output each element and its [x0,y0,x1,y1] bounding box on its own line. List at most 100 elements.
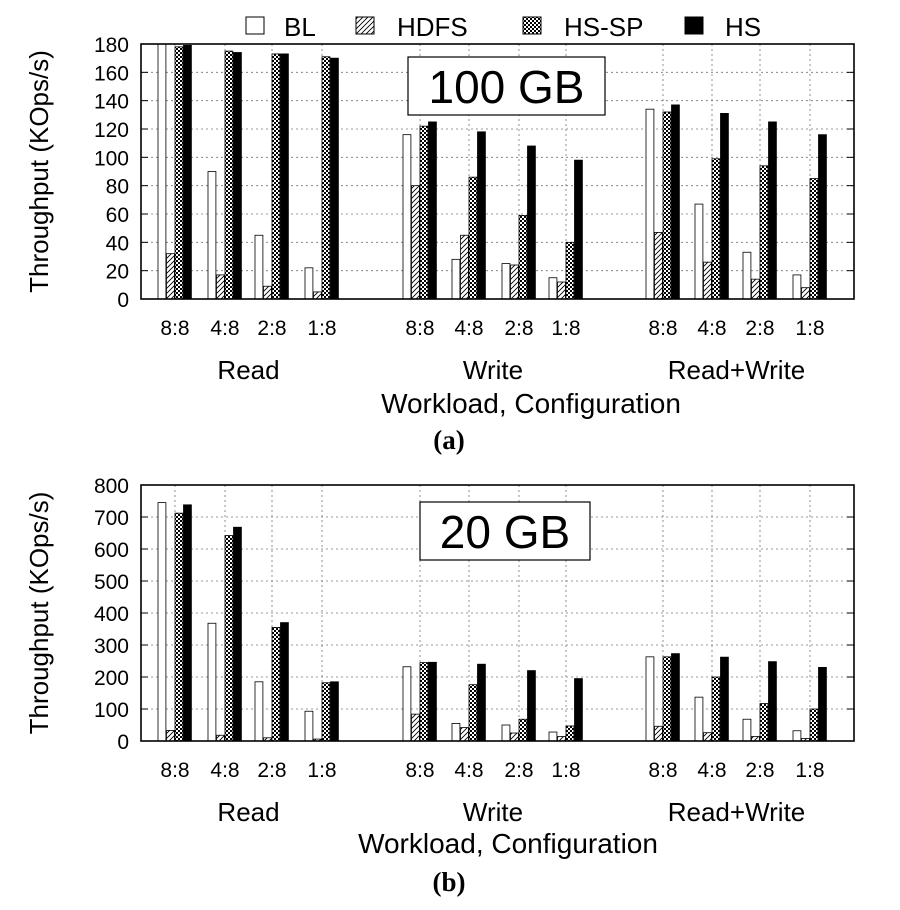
bar-hs-read-1-8 [330,681,339,742]
bar-hs-sp-write-4-8 [468,684,478,742]
bar-bl-read-write-1-8 [792,730,802,742]
bar-hs-write-4-8 [477,663,486,742]
x-tick-label: 4:8 [454,317,483,340]
bar-hdfs-write-8-8 [411,185,420,300]
bar-hs-sp-write-1-8 [565,725,575,742]
x-axis-title: Workload, Configuration [381,388,681,419]
bar-bl-read-write-1-8 [792,274,802,300]
y-tick-label: 0 [117,731,129,754]
y-tick-label: 80 [106,176,129,199]
bar-bl-read-1-8 [304,710,314,742]
y-tick-label: 140 [94,91,129,114]
x-tick-label: 8:8 [648,317,677,340]
panel-a-chart: 0 20 40 60 80 100 120 140 160 180 8:8 4:8 2:8 1:8 Read… [24,34,855,419]
legend-label-hs: HS [725,12,761,42]
bar-bl-read-2-8 [254,234,264,300]
bar-hs-read-write-1-8 [818,667,827,742]
legend-swatch-hs-sp [522,16,542,35]
legend-swatch-hdfs [355,16,375,35]
bar-bl-read-write-4-8 [694,696,704,742]
bar-bl-read-8-8 [157,502,167,742]
bar-hdfs-read-8-8 [166,730,175,742]
bar-hs-read-8-8 [183,45,192,300]
x-tick-label: 8:8 [160,317,189,340]
x-tick-label: 8:8 [648,759,677,782]
bar-hdfs-read-4-8 [216,274,225,300]
y-tick-label: 120 [94,119,129,142]
bar-hs-read-write-8-8 [671,653,680,742]
y-tick-label: 40 [106,232,129,255]
bar-bl-write-1-8 [548,731,558,742]
bar-bl-read-write-8-8 [645,108,655,300]
bar-hdfs-write-4-8 [460,727,469,742]
bar-hdfs-write-8-8 [411,713,420,742]
bar-hs-read-write-8-8 [671,104,680,300]
x-tick-label: 2:8 [257,317,286,340]
y-tick-label: 800 [94,475,129,498]
bar-hdfs-read-write-8-8 [654,232,663,300]
bar-hdfs-read-write-8-8 [654,725,663,742]
bar-bl-read-write-2-8 [742,251,752,300]
plot-frame [140,43,855,300]
bar-hs-sp-read-write-1-8 [809,708,819,742]
bar-hdfs-write-2-8 [510,732,519,742]
bar-hdfs-read-write-1-8 [801,287,810,300]
x-tick-label: 8:8 [405,317,434,340]
x-tick-label: 8:8 [160,759,189,782]
bar-hs-sp-write-8-8 [419,662,429,742]
y-tick-label: 160 [94,62,129,85]
x-tick-label: 2:8 [257,759,286,782]
bar-hdfs-read-write-2-8 [751,278,760,300]
bar-bl-write-2-8 [501,724,511,742]
bar-hdfs-read-8-8 [166,253,175,300]
bar-hs-sp-read-write-4-8 [711,158,721,300]
panel-a-label: (a) [433,425,464,455]
bar-hdfs-read-4-8 [216,734,225,742]
plot-frame [140,484,855,742]
bar-hs-sp-read-write-8-8 [662,656,672,742]
y-tick-label: 0 [117,289,129,312]
bar-hs-sp-read-write-1-8 [809,178,819,300]
bar-hs-read-2-8 [280,622,289,742]
bar-hdfs-read-write-4-8 [703,732,712,742]
bar-hs-sp-read-4-8 [224,50,234,300]
size-label: 20 GB [440,506,570,558]
group-label-read-write: Read+Write [668,355,806,385]
x-tick-label: 2:8 [745,317,774,340]
legend-label-hdfs: HDFS [397,12,468,42]
bar-hs-write-2-8 [527,145,536,300]
y-tick-label: 700 [94,507,129,530]
bar-hs-write-2-8 [527,670,536,742]
bar-hs-read-write-2-8 [768,121,777,300]
y-tick-label: 600 [94,539,129,562]
bar-hs-read-1-8 [330,57,339,300]
x-tick-label: 1:8 [551,759,580,782]
y-tick-label: 60 [106,204,129,227]
group-label-read: Read [217,355,279,385]
bar-hs-sp-read-8-8 [174,512,184,742]
bar-bl-read-write-8-8 [645,656,655,742]
bar-hs-sp-read-4-8 [224,535,234,742]
x-tick-label: 4:8 [697,759,726,782]
x-tick-label: 4:8 [454,759,483,782]
y-tick-label: 100 [94,147,129,170]
bar-bl-write-2-8 [501,263,511,300]
bar-bl-read-4-8 [207,171,217,300]
legend-label-bl: BL [284,12,316,42]
bar-hs-sp-write-4-8 [468,176,478,300]
group-label-write: Write [463,355,523,385]
x-tick-label: 1:8 [795,317,824,340]
bar-hs-read-write-4-8 [720,656,729,742]
bar-hs-sp-write-2-8 [518,718,528,742]
group-label-write: Write [463,797,523,827]
x-tick-label: 2:8 [745,759,774,782]
bar-hs-sp-read-write-2-8 [759,165,769,300]
x-tick-label: 1:8 [307,759,336,782]
bar-bl-write-8-8 [402,134,412,300]
bar-hs-sp-write-8-8 [419,125,429,300]
bar-hs-read-8-8 [183,504,192,742]
bar-bl-read-write-4-8 [694,203,704,300]
y-tick-label: 100 [94,699,129,722]
size-label: 100 GB [429,61,585,113]
